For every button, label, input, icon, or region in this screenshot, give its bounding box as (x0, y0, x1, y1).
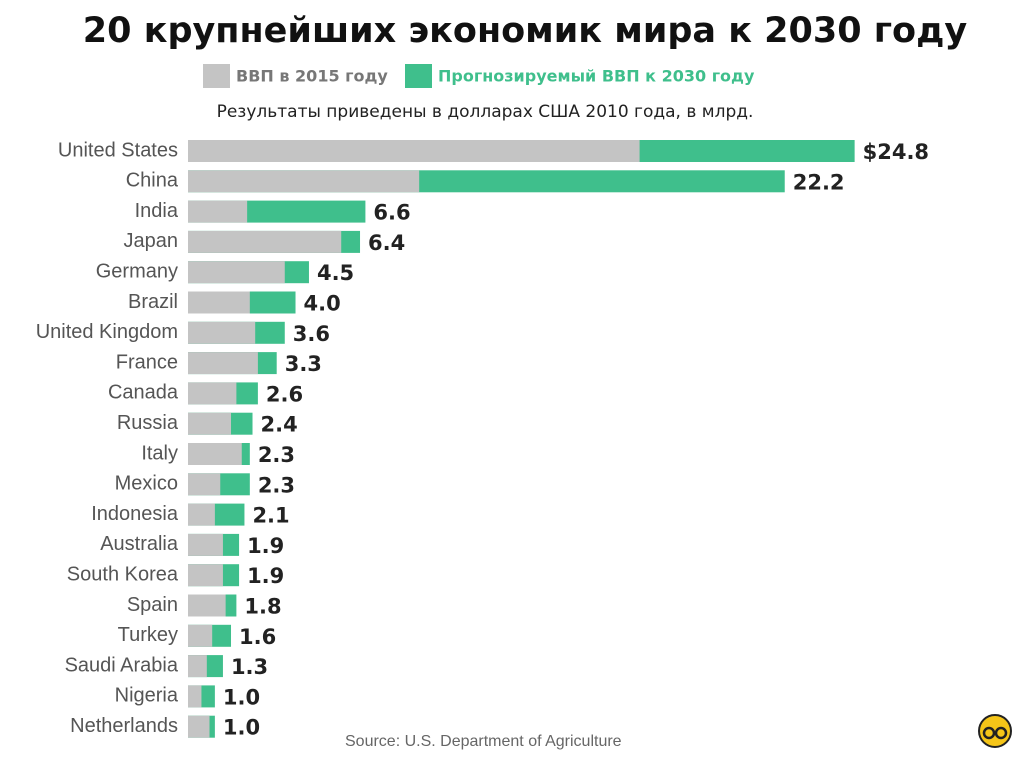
category-label: Spain (127, 594, 178, 616)
bar (188, 140, 640, 162)
value-label: 3.3 (285, 352, 322, 376)
bar (188, 352, 258, 375)
bar (188, 321, 256, 344)
value-label: 3.6 (293, 322, 330, 346)
bar (188, 503, 215, 526)
category-label: Germany (96, 260, 178, 282)
value-label: 2.6 (266, 382, 303, 406)
category-label: Mexico (115, 473, 178, 495)
value-label: 1.3 (231, 655, 268, 679)
bar (188, 715, 210, 738)
category-label: Japan (124, 230, 179, 252)
bar (188, 655, 207, 678)
value-label: 2.3 (258, 473, 295, 497)
subtitle: Результаты приведены в долларах США 2010… (217, 102, 754, 122)
category-label: Indonesia (91, 503, 179, 525)
bar (188, 291, 250, 314)
bar (188, 564, 223, 587)
category-label: Turkey (118, 624, 178, 646)
value-label: 1.8 (244, 595, 281, 619)
value-label: 6.6 (373, 201, 410, 225)
value-label: 22.2 (793, 170, 845, 194)
bar (188, 624, 213, 647)
value-label: 4.0 (304, 292, 341, 316)
bar (188, 200, 248, 223)
bar (188, 473, 221, 496)
legend-swatch (405, 64, 432, 88)
value-label: 4.5 (317, 261, 354, 285)
bar (188, 230, 342, 253)
category-label: Netherlands (70, 715, 178, 737)
value-label: 2.1 (252, 504, 289, 528)
category-label: Brazil (128, 291, 178, 313)
value-label: 1.6 (239, 625, 276, 649)
category-label: France (116, 351, 178, 373)
bar (188, 533, 223, 556)
category-label: Canada (108, 382, 179, 404)
value-label: 2.4 (261, 413, 298, 437)
value-label: 2.3 (258, 443, 295, 467)
logo (978, 714, 1012, 748)
value-label: 1.0 (223, 685, 260, 709)
value-label: 6.4 (368, 231, 405, 255)
legend-label: ВВП в 2015 году (236, 67, 388, 86)
value-label: 1.9 (247, 534, 284, 558)
bar (188, 412, 232, 435)
legend-label: Прогнозируемый ВВП к 2030 году (438, 67, 755, 86)
category-label: Italy (141, 442, 178, 464)
bar (188, 685, 202, 708)
category-label: Saudi Arabia (65, 654, 179, 676)
value-label: 1.9 (247, 564, 284, 588)
legend-swatch (203, 64, 230, 88)
bar (188, 261, 285, 284)
category-label: United Kingdom (36, 321, 178, 343)
category-label: South Korea (67, 563, 179, 585)
bar (188, 170, 420, 193)
bar (188, 382, 237, 405)
category-label: China (126, 170, 179, 192)
source: Source: U.S. Department of Agriculture (345, 733, 622, 750)
category-label: Russia (117, 412, 179, 434)
category-label: India (135, 200, 179, 222)
value-label: 1.0 (223, 716, 260, 740)
bar (188, 443, 242, 465)
category-label: United States (58, 139, 178, 161)
chart-title: 20 крупнейших экономик мира к 2030 году (83, 11, 968, 51)
bar (188, 594, 226, 617)
category-label: Australia (100, 533, 179, 555)
category-label: Nigeria (115, 685, 179, 707)
value-label: $24.8 (863, 140, 929, 164)
